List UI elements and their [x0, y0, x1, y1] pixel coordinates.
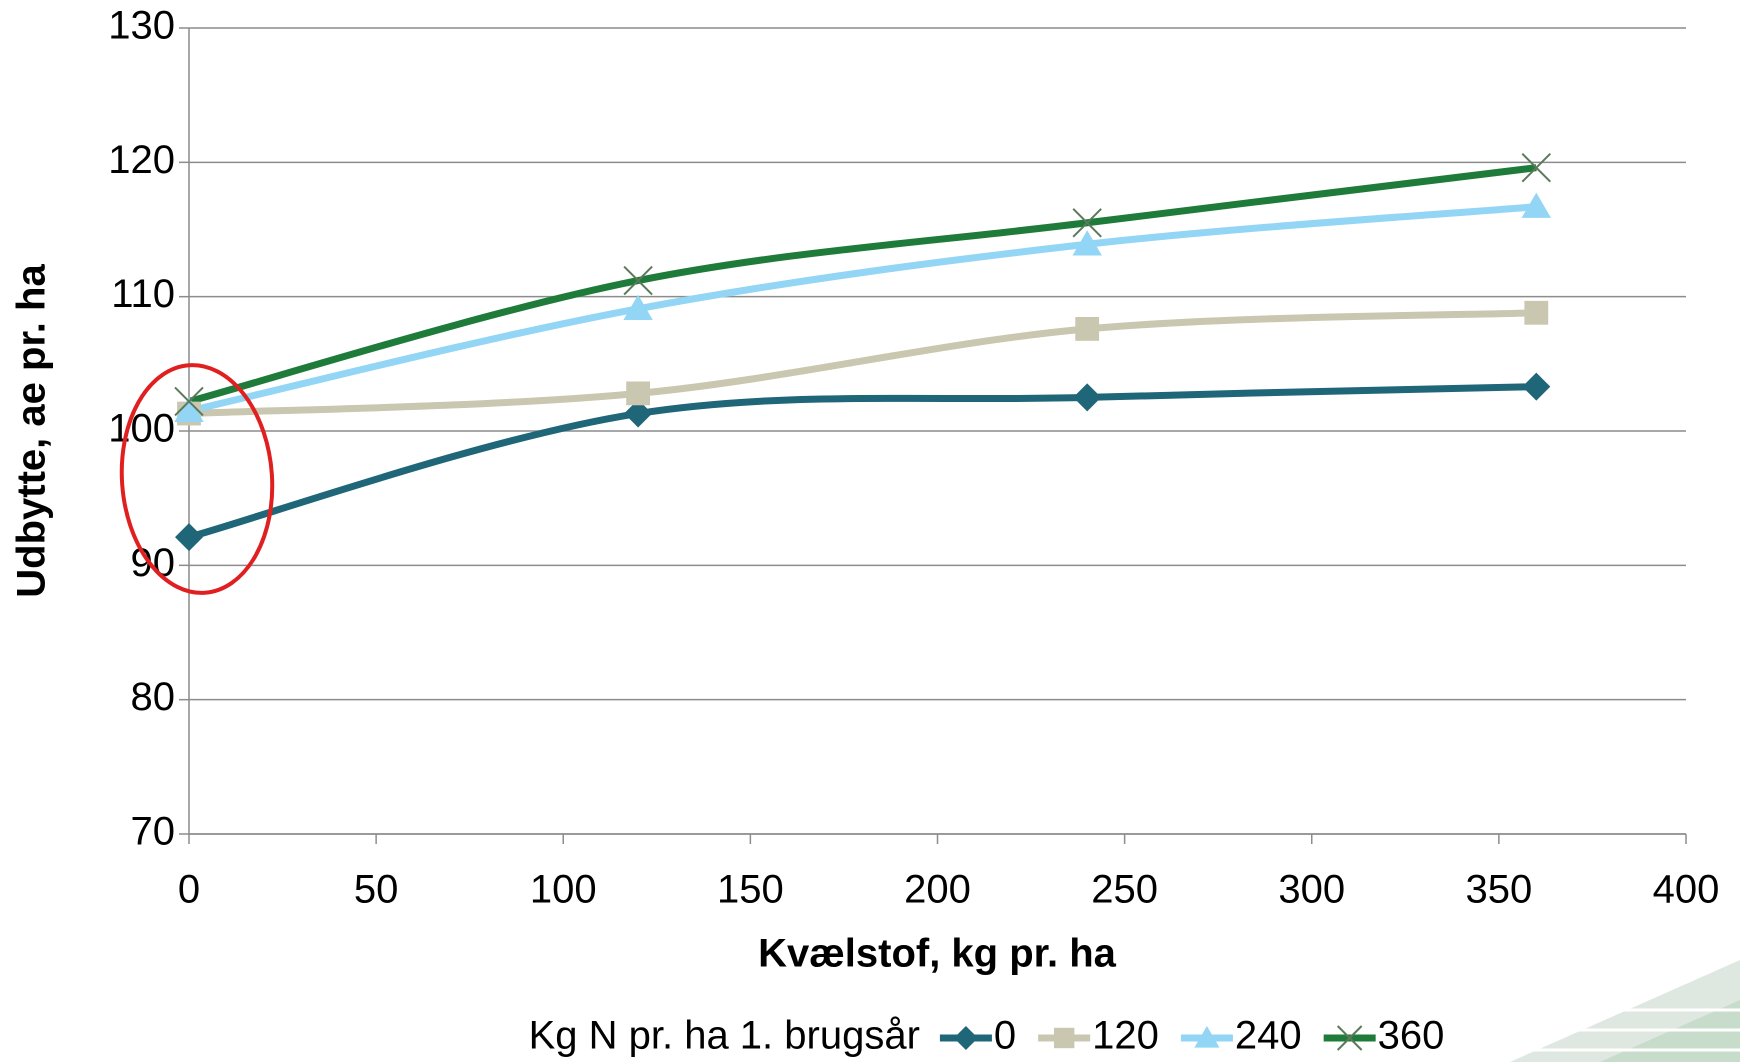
- x-tick-label: 100: [530, 868, 597, 912]
- y-tick-label: 100: [108, 407, 175, 451]
- legend-title: Kg N pr. ha 1. brugsår: [529, 1014, 920, 1058]
- marker: [623, 265, 653, 296]
- y-tick-label: 90: [131, 541, 176, 585]
- series-line: [188, 164, 1537, 405]
- marker: [1522, 372, 1551, 401]
- marker: [626, 381, 650, 406]
- x-tick-label: 200: [904, 868, 971, 912]
- marker: [1524, 300, 1549, 325]
- plot-area: 70 80 90 100 110 120 130 0 50 100 150 200 250 300 350 4…: [108, 4, 1719, 912]
- legend-item: 120: [1038, 1014, 1159, 1058]
- x-tick-label: 250: [1091, 868, 1158, 912]
- y-tick-label: 110: [111, 272, 175, 316]
- marker: [175, 523, 203, 552]
- x-tick-label: 350: [1466, 868, 1533, 912]
- legend: Kg N pr. ha 1. brugsår 0 120 240 360: [529, 1014, 1445, 1058]
- x-tick-label: 300: [1278, 868, 1345, 912]
- x-tick-label: 0: [178, 868, 200, 912]
- marker: [623, 294, 653, 320]
- series-line: [188, 309, 1537, 418]
- legend-item: 0: [939, 1014, 1016, 1058]
- legend-label: 120: [1092, 1014, 1159, 1058]
- y-tick-label: 70: [131, 810, 176, 854]
- y-tick-label: 130: [108, 4, 175, 48]
- marker: [1521, 152, 1552, 183]
- marker: [1521, 192, 1551, 218]
- marker: [174, 386, 204, 417]
- legend-item: 360: [1323, 1014, 1445, 1058]
- marker: [174, 396, 204, 423]
- marker: [1336, 1025, 1363, 1051]
- legend-label: 0: [994, 1014, 1016, 1058]
- corner-decoration: [1510, 960, 1740, 1062]
- marker: [953, 1026, 978, 1050]
- marker: [624, 399, 653, 428]
- y-axis-title: Udbytte, ae pr. ha: [10, 264, 54, 598]
- legend-label: 240: [1235, 1014, 1302, 1058]
- marker: [1072, 230, 1102, 256]
- x-axis-title: Kvælstof, kg pr. ha: [758, 932, 1117, 976]
- marker: [1072, 208, 1102, 238]
- legend-item: 240: [1180, 1014, 1302, 1058]
- highlight-ellipse: [119, 363, 275, 595]
- legend-label: 360: [1378, 1014, 1445, 1058]
- x-tick-label: 50: [354, 868, 399, 912]
- series-line: [188, 383, 1537, 541]
- series-line: [188, 203, 1537, 415]
- x-tick-label: 400: [1653, 868, 1720, 912]
- y-tick-label: 80: [131, 675, 176, 719]
- marker: [1075, 317, 1100, 341]
- y-tick-label: 120: [108, 138, 175, 182]
- marker: [1053, 1027, 1075, 1049]
- x-tick-label: 150: [717, 868, 784, 912]
- marker: [1194, 1026, 1220, 1048]
- marker: [1073, 383, 1102, 412]
